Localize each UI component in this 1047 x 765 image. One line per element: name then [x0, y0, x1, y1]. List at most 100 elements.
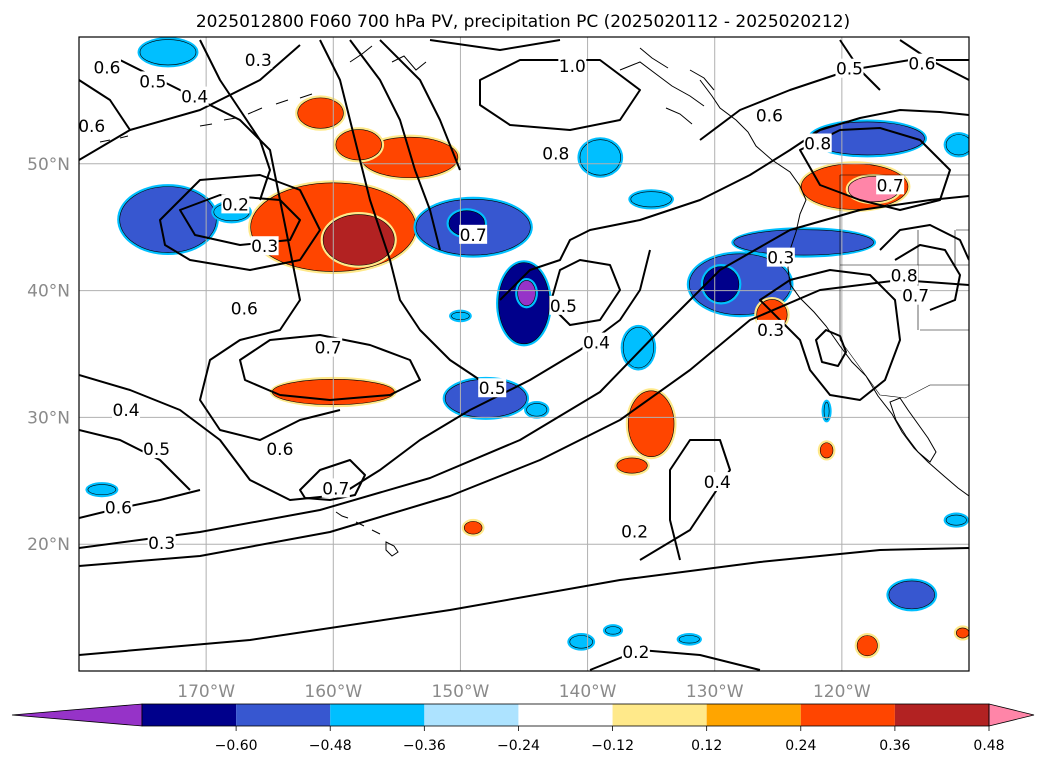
- latitude-labels: 20°N 30°N 40°N 50°N: [27, 155, 70, 555]
- precip-area: [517, 280, 536, 307]
- contour-line: [79, 547, 969, 656]
- contour-label-bg: [244, 49, 273, 69]
- longitude-labels: 170°W 160°W 150°W 140°W 130°W 120°W: [177, 682, 871, 702]
- precip-area: [702, 266, 740, 303]
- colorbar-tick-label: 0.48: [973, 738, 1004, 754]
- contour-label-bg: [79, 115, 106, 135]
- contour-line: [199, 39, 271, 201]
- lon-tick-label: 120°W: [813, 682, 871, 702]
- colorbar-tick-label: −0.12: [591, 738, 634, 754]
- lon-tick-label: 140°W: [559, 682, 617, 702]
- map-area: 0.60.50.40.3 1.0 0.5 0.60.60.60.80.80.70.20…: [78, 37, 969, 671]
- colorbar-segment: [612, 704, 707, 726]
- lat-tick-label: 20°N: [27, 535, 70, 555]
- contour-line: [429, 39, 561, 51]
- coastline-north-america: [699, 79, 969, 497]
- contour-label: 0.8: [804, 135, 831, 155]
- contour-label: 0.2: [222, 195, 249, 215]
- contour-line: [79, 195, 969, 549]
- contour-labels: 0.60.50.40.3 1.0 0.5 0.60.60.60.80.80.70.20…: [78, 49, 936, 663]
- contour-label-bg: [92, 57, 121, 77]
- contour-line: [639, 439, 731, 561]
- contour-label-bg: [104, 497, 133, 517]
- contour-label: 1.0: [559, 57, 586, 77]
- contour-label: 0.7: [315, 339, 342, 359]
- contour-label: 0.7: [877, 176, 904, 196]
- contour-label-bg: [756, 319, 785, 339]
- colorbar-tick-label: 0.12: [691, 738, 722, 754]
- colorbar-tick-label: 0.24: [785, 738, 816, 754]
- contour-label-bg: [907, 53, 936, 73]
- contour-label-bg: [230, 298, 259, 318]
- contour-label: 0.8: [891, 266, 918, 286]
- colorbar-segment: [706, 704, 801, 726]
- contour-label-bg: [549, 295, 578, 315]
- contour-label-bg: [876, 175, 905, 195]
- colorbar-segment: [800, 704, 895, 726]
- contour-line: [79, 489, 201, 519]
- precip-area: [322, 214, 395, 266]
- contour-line: [239, 334, 421, 401]
- contour-label-bg: [755, 105, 784, 125]
- contour-label: 0.7: [902, 287, 929, 307]
- precip-area: [616, 457, 648, 474]
- lat-tick-label: 50°N: [27, 155, 70, 175]
- precip-area: [87, 484, 117, 496]
- colorbar-segment: [236, 704, 331, 726]
- contour-label-bg: [558, 56, 587, 76]
- contour-line: [79, 249, 651, 501]
- contour-label: 0.6: [93, 58, 120, 78]
- contour-label: 0.3: [767, 249, 794, 269]
- colorbar-segment: [518, 704, 613, 726]
- precip-area: [678, 635, 700, 644]
- precip-area: [335, 129, 382, 161]
- contour-line: [319, 39, 481, 381]
- precip-area: [297, 97, 344, 129]
- precip-area: [119, 186, 217, 253]
- colorbar-extend-low: [11, 703, 143, 727]
- contour-line: [79, 44, 301, 161]
- contour-label: 0.4: [181, 88, 208, 108]
- precip-area: [526, 403, 548, 417]
- colorbar-tick-label: −0.48: [309, 738, 352, 754]
- colorbar-extend-high: [988, 703, 1035, 727]
- contour-label-bg: [478, 378, 507, 398]
- contour-label-bg: [803, 133, 832, 153]
- pv-contours: [79, 39, 969, 671]
- contour-label: 0.8: [542, 145, 569, 165]
- colorbar-segment: [142, 704, 237, 726]
- contour-label: 0.5: [143, 440, 170, 460]
- contour-line: [499, 109, 969, 301]
- contour-line: [815, 329, 847, 367]
- contour-label-bg: [901, 285, 930, 305]
- colorbar-segment: [894, 704, 989, 726]
- colorbar: [11, 703, 1035, 727]
- precip-area: [945, 514, 967, 526]
- contour-label-bg: [620, 521, 649, 541]
- precip-area: [856, 635, 878, 657]
- colorbar-segment: [424, 704, 519, 726]
- contour-label-bg: [890, 265, 919, 285]
- contour-label-bg: [703, 472, 732, 492]
- contour-label: 0.6: [908, 55, 935, 75]
- contour-label: 0.6: [78, 117, 105, 137]
- contour-label-bg: [582, 332, 611, 352]
- map-frame: [78, 36, 970, 672]
- contour-label-bg: [766, 247, 795, 267]
- contour-label-bg: [112, 399, 141, 419]
- contour-line: [79, 429, 191, 491]
- contour-label-bg: [459, 224, 488, 244]
- contour-label-bg: [221, 194, 250, 214]
- colorbar-frame: [141, 703, 990, 727]
- contour-label-bg: [265, 439, 294, 459]
- contour-line: [379, 39, 461, 171]
- precip-area: [627, 390, 675, 458]
- gridlines: [79, 37, 969, 671]
- coastline-baja: [889, 397, 937, 463]
- contour-label: 0.5: [836, 60, 863, 80]
- precip-area: [622, 327, 654, 369]
- contour-label: 0.2: [622, 643, 649, 663]
- precip-area: [733, 229, 874, 256]
- colorbar-tick-label: −0.60: [215, 738, 258, 754]
